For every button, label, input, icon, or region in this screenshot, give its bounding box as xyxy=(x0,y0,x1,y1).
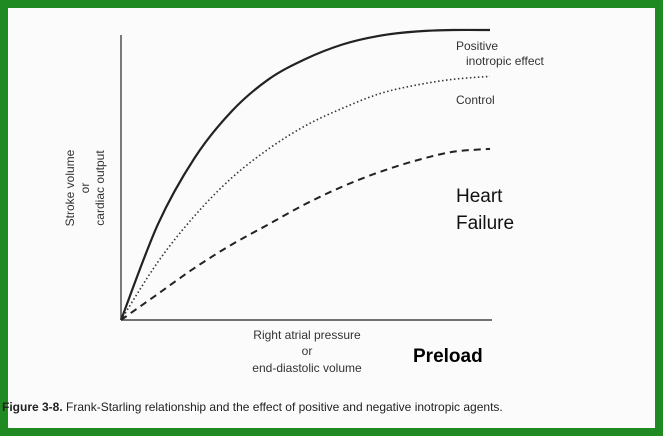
svg-text:cardiac output: cardiac output xyxy=(93,150,107,226)
x-axis-label: Right atrial pressure or end-diastolic v… xyxy=(252,328,362,375)
svg-text:or: or xyxy=(78,183,92,194)
series-label-heart-failure: Heart Failure xyxy=(456,186,514,234)
series-line-heart-failure xyxy=(120,147,491,321)
figure-page xyxy=(8,8,655,428)
series-label-control: Control xyxy=(456,93,495,107)
svg-text:Right atrial pressure: Right atrial pressure xyxy=(253,328,361,342)
series-line-positive-inotropic-effect xyxy=(119,28,491,321)
figure-caption-text: Frank-Starling relationship and the effe… xyxy=(66,400,503,414)
preload-label: Preload xyxy=(413,346,483,367)
svg-text:or: or xyxy=(302,344,313,358)
series-line-control xyxy=(120,75,491,321)
figure-caption: Figure 3-8. Frank-Starling relationship … xyxy=(2,400,662,414)
y-axis-label: Stroke volume or cardiac output xyxy=(63,149,107,226)
figure-number: Figure 3-8. xyxy=(2,400,63,414)
series-label-positive: Positive inotropic effect xyxy=(456,39,544,68)
svg-text:Stroke volume: Stroke volume xyxy=(63,149,77,226)
svg-text:end-diastolic volume: end-diastolic volume xyxy=(252,361,362,375)
